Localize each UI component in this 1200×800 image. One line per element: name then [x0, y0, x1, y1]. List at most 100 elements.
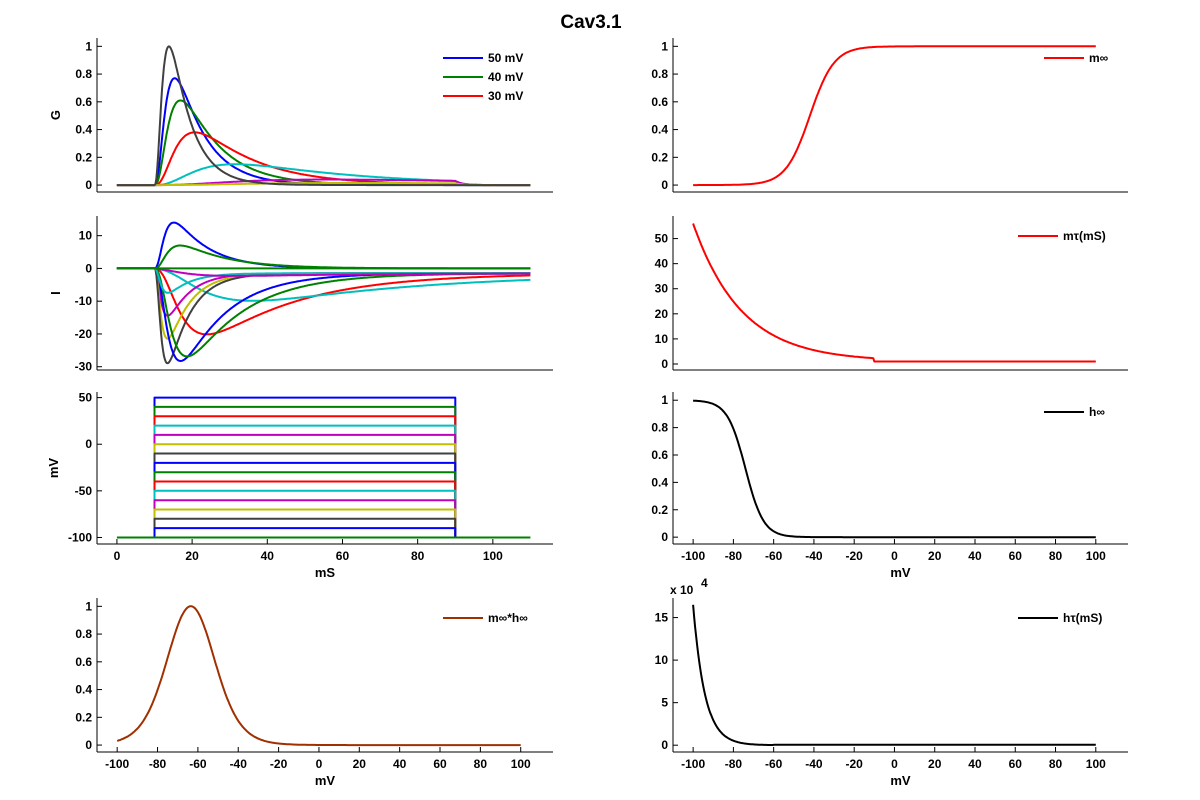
voltage-step [153, 489, 457, 538]
panel-hinf: 0 0.2 0.4 0.6 0.8 1 -100 -80 -60 -40 -20 0 20 40 60 80 1… [651, 392, 1128, 580]
legend-label: hτ(mS) [1063, 611, 1102, 625]
y-tick-label: 0 [661, 530, 668, 544]
x-tick-label: -80 [149, 757, 167, 771]
y-tick-label: 10 [79, 229, 93, 243]
trace--30mV [116, 267, 531, 358]
panel-G: 0 0.2 0.4 0.6 0.8 1 G 50 mV 40 mV 30 mV [48, 38, 553, 193]
trace-20mV [116, 267, 531, 302]
x-tick-label: 0 [891, 757, 898, 771]
x-tick-label: 40 [968, 549, 982, 563]
y-tick-label: 10 [655, 332, 669, 346]
y-tick-label: 0.8 [75, 627, 92, 641]
x-tick-label: 40 [393, 757, 407, 771]
x-tick-label: 40 [261, 549, 275, 563]
y-tick-label: 50 [79, 391, 93, 405]
voltage-step [153, 527, 457, 538]
legend-label: 50 mV [488, 51, 523, 65]
y-tick-label: -20 [75, 327, 93, 341]
y-tick-label: 5 [661, 696, 668, 710]
y-tick-label: 40 [655, 257, 669, 271]
panel-V: -100 -50 0 50 0 20 40 60 80 100 mS mV [46, 391, 553, 580]
x-tick-label: 80 [1049, 757, 1063, 771]
x-tick-label: 80 [411, 549, 425, 563]
y-axis-label: I [48, 291, 63, 295]
x-tick-label: 20 [353, 757, 367, 771]
y-tick-label: 0.8 [651, 421, 668, 435]
y-tick-label: 0 [661, 178, 668, 192]
legend-entry: 40 mV [443, 70, 523, 84]
x-tick-label: 60 [1009, 757, 1023, 771]
y-tick-label: 0.6 [651, 448, 668, 462]
voltage-step [153, 508, 457, 538]
x-tick-label: 60 [1009, 549, 1023, 563]
y-tick-label: 0.2 [75, 710, 92, 724]
y-tick-label: 0.2 [651, 150, 668, 164]
legend-label: m∞*h∞ [488, 611, 528, 625]
curve-mh [116, 605, 521, 747]
y-tick-label: 30 [655, 282, 669, 296]
y-tick-label: 1 [661, 393, 668, 407]
legend-entry: m∞ [1044, 51, 1108, 65]
x-tick-label: 100 [1086, 757, 1106, 771]
x-tick-label: -100 [681, 549, 705, 563]
legend-label: h∞ [1089, 405, 1105, 419]
y-tick-label: 0 [661, 738, 668, 752]
y-tick-label: 0 [85, 437, 92, 451]
y-tick-label: 1 [85, 39, 92, 53]
x-tick-label: 100 [1086, 549, 1106, 563]
x-axis-label: mV [890, 565, 911, 580]
x-tick-label: 100 [483, 549, 503, 563]
y-tick-label: 15 [655, 611, 669, 625]
y-tick-label: 20 [655, 307, 669, 321]
trace-40mV [116, 244, 531, 270]
legend-entry: 50 mV [443, 51, 523, 65]
x-tick-label: -100 [681, 757, 705, 771]
y-tick-label: 0.6 [75, 655, 92, 669]
trace--50mV [116, 267, 531, 277]
y-multiplier-exponent: 4 [701, 576, 708, 590]
legend-entry: 30 mV [443, 89, 523, 103]
panel-mh: 0 0.2 0.4 0.6 0.8 1 -100 -80 -60 -40 -20 0 20 40 60 80 1… [75, 598, 553, 788]
y-tick-label: 0 [85, 738, 92, 752]
legend-entry: mτ(mS) [1018, 229, 1106, 243]
x-tick-label: -40 [230, 757, 248, 771]
y-tick-label: 0.4 [75, 123, 92, 137]
x-tick-label: 60 [336, 549, 350, 563]
x-tick-label: 0 [316, 757, 323, 771]
panel-I: -30 -20 -10 0 10 I [48, 216, 553, 374]
x-tick-label: -40 [805, 549, 823, 563]
x-axis-label: mV [315, 773, 336, 788]
y-tick-label: 0.6 [75, 95, 92, 109]
y-tick-label: -10 [75, 294, 93, 308]
x-tick-label: -100 [105, 757, 129, 771]
x-tick-label: -20 [270, 757, 288, 771]
voltage-step [153, 452, 457, 538]
x-tick-label: -60 [765, 549, 783, 563]
voltage-step [153, 396, 457, 538]
y-axis-label: G [48, 110, 63, 120]
x-tick-label: 100 [511, 757, 531, 771]
panel-minf: 0 0.2 0.4 0.6 0.8 1 m∞ [651, 38, 1128, 193]
trace--10mV [116, 45, 531, 187]
voltage-step [153, 433, 457, 538]
x-tick-label: 60 [433, 757, 447, 771]
legend-entry: m∞*h∞ [443, 611, 528, 625]
x-tick-label: 0 [114, 549, 121, 563]
legend-label: m∞ [1089, 51, 1108, 65]
y-tick-label: 0 [85, 178, 92, 192]
curve-hinf [693, 399, 1096, 539]
x-tick-label: -60 [765, 757, 783, 771]
y-tick-label: 50 [655, 232, 669, 246]
x-axis-label: mS [315, 565, 336, 580]
trace-50mV [116, 77, 531, 187]
y-tick-label: -100 [68, 530, 92, 544]
y-tick-label: -30 [75, 360, 93, 374]
x-tick-label: 20 [928, 757, 942, 771]
y-axis-label: mV [46, 458, 61, 479]
x-tick-label: -80 [725, 549, 743, 563]
legend-label: mτ(mS) [1063, 229, 1106, 243]
y-tick-label: -50 [75, 484, 93, 498]
legend-label: 40 mV [488, 70, 523, 84]
x-tick-label: -60 [189, 757, 207, 771]
curve-minf [693, 45, 1096, 187]
